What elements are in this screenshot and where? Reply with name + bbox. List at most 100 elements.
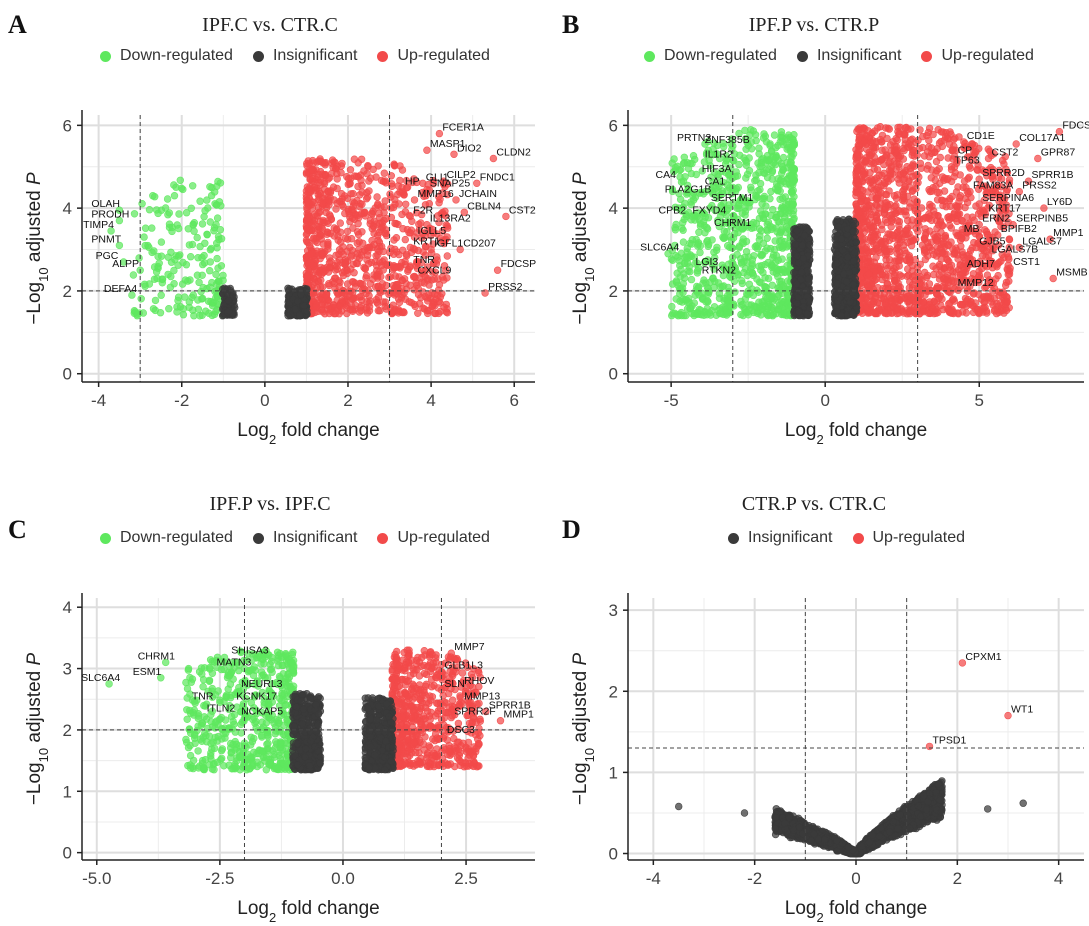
data-point bbox=[781, 228, 790, 237]
data-point bbox=[758, 200, 766, 208]
data-point bbox=[948, 146, 957, 154]
data-point bbox=[772, 143, 780, 152]
data-point bbox=[891, 276, 899, 284]
legend-item-up: Up-regulated bbox=[921, 47, 1034, 65]
data-point bbox=[751, 177, 759, 185]
data-point bbox=[350, 155, 359, 163]
data-point bbox=[934, 212, 942, 220]
data-point bbox=[354, 230, 363, 239]
data-point bbox=[950, 210, 958, 218]
data-point bbox=[185, 298, 194, 306]
data-point bbox=[779, 265, 787, 273]
data-point bbox=[792, 240, 800, 249]
data-point bbox=[837, 312, 845, 320]
data-point bbox=[683, 244, 692, 253]
data-point bbox=[335, 282, 343, 291]
data-point bbox=[710, 283, 718, 292]
data-point bbox=[174, 296, 182, 305]
data-point bbox=[850, 257, 858, 265]
data-point bbox=[212, 270, 220, 279]
data-point bbox=[671, 223, 679, 232]
data-point bbox=[921, 268, 929, 277]
points bbox=[664, 122, 1064, 320]
y-tick-label: 4 bbox=[63, 199, 72, 218]
data-point bbox=[432, 260, 440, 268]
data-point bbox=[783, 159, 791, 167]
data-point bbox=[373, 193, 381, 201]
gene-point bbox=[406, 262, 414, 270]
data-point bbox=[208, 278, 216, 287]
data-point bbox=[770, 131, 779, 139]
data-point bbox=[833, 259, 841, 268]
legend-dot-up bbox=[377, 50, 389, 62]
data-point bbox=[696, 248, 704, 257]
data-point bbox=[728, 244, 736, 252]
data-point bbox=[894, 123, 902, 132]
gene-label: CXCL9 bbox=[418, 264, 452, 276]
data-point bbox=[443, 252, 451, 260]
data-point bbox=[315, 223, 323, 232]
data-point bbox=[683, 305, 692, 313]
data-point bbox=[865, 201, 873, 209]
data-point bbox=[844, 253, 852, 261]
data-point bbox=[201, 239, 209, 248]
gene-label: PRSS2 bbox=[488, 281, 523, 293]
data-point bbox=[351, 294, 359, 302]
data-point bbox=[189, 306, 197, 314]
data-point bbox=[428, 268, 436, 276]
gene-label: IGFL1 bbox=[434, 238, 463, 250]
gene-label: FDCSP bbox=[501, 258, 537, 270]
data-point bbox=[173, 303, 181, 311]
data-point bbox=[338, 269, 347, 277]
data-point bbox=[683, 159, 692, 167]
data-point bbox=[745, 154, 753, 162]
data-point bbox=[333, 175, 341, 183]
data-point bbox=[418, 210, 426, 219]
data-point bbox=[316, 155, 324, 163]
gene-label: CBLN4 bbox=[467, 200, 501, 212]
data-point bbox=[355, 238, 363, 246]
data-point bbox=[869, 285, 878, 293]
data-point bbox=[844, 294, 852, 302]
x-tick-label: 4 bbox=[426, 391, 435, 410]
data-point bbox=[413, 281, 421, 290]
data-point bbox=[380, 169, 388, 177]
data-point bbox=[157, 238, 166, 246]
data-point bbox=[710, 303, 719, 311]
data-point bbox=[805, 275, 813, 283]
data-point bbox=[868, 129, 876, 137]
data-point bbox=[861, 245, 870, 253]
legend: Down-regulated Insignificant Up-regulate… bbox=[644, 47, 1034, 65]
data-point bbox=[303, 183, 312, 191]
data-point bbox=[938, 142, 946, 151]
gene-point bbox=[115, 241, 124, 250]
gene-point bbox=[456, 245, 464, 254]
gene-label: PNMT bbox=[91, 233, 121, 245]
data-point bbox=[887, 146, 896, 155]
data-point bbox=[179, 185, 187, 194]
data-point bbox=[343, 247, 351, 255]
data-point bbox=[837, 235, 846, 243]
data-point bbox=[771, 160, 780, 169]
data-point bbox=[390, 250, 398, 258]
gene-point bbox=[493, 266, 502, 274]
data-point bbox=[907, 241, 916, 250]
data-point bbox=[330, 304, 339, 312]
data-point bbox=[432, 295, 440, 303]
data-point bbox=[305, 212, 314, 221]
legend-dot-down bbox=[100, 50, 111, 62]
data-point bbox=[396, 176, 404, 185]
data-point bbox=[851, 248, 859, 257]
panel-letter: A bbox=[8, 10, 27, 39]
data-point bbox=[695, 215, 703, 224]
gene-point bbox=[119, 258, 128, 266]
data-point bbox=[304, 238, 312, 247]
y-axis-label: −Log10 adjusted P bbox=[24, 172, 51, 325]
data-point bbox=[668, 302, 676, 311]
data-point bbox=[798, 268, 806, 276]
data-point bbox=[718, 282, 727, 291]
gene-point bbox=[423, 221, 431, 229]
data-point bbox=[188, 240, 197, 249]
data-point bbox=[682, 253, 690, 261]
data-point bbox=[324, 187, 332, 195]
